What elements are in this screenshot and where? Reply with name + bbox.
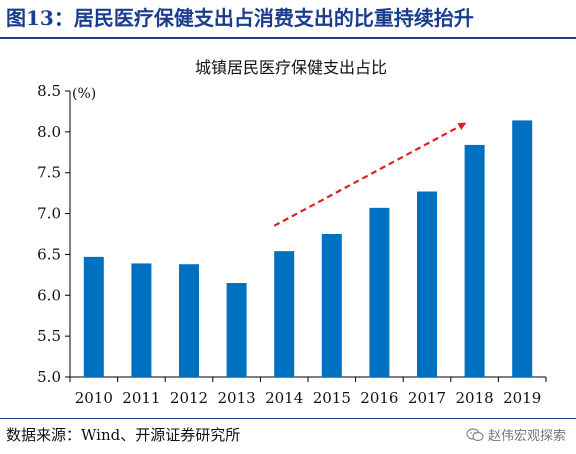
bar-2019 [512,120,533,377]
y-axis: 5.0 5.5 6.0 6.5 7.0 7.5 8.0 8.5 [37,82,71,386]
watermark-text: 赵伟宏观探索 [487,429,566,444]
x-axis: 2010 2011 2012 2013 2014 2015 2016 2017 2018 2019 [69,376,547,407]
bar-2015 [321,234,342,377]
x-tick-label: 2019 [503,389,541,407]
y-tick-label: 8.0 [37,123,61,141]
x-tick-label: 2013 [218,389,256,407]
bar-chart: 城镇居民医疗保健支出占比 (%) 5.0 5.5 6.0 6.5 7.0 7.5 8.0 8.… [37,58,547,407]
x-tick-label: 2016 [360,389,398,407]
y-tick-label: 6.0 [37,286,61,304]
y-tick-label: 7.5 [37,164,61,182]
bar-2017 [417,191,437,377]
x-tick-label: 2018 [456,389,494,407]
y-tick-label: 5.5 [37,327,61,345]
bar-2016 [369,207,390,377]
source-note: 数据来源：Wind、开源证券研究所 [6,426,241,444]
x-tick-label: 2015 [313,389,351,407]
bar-2013 [226,283,247,377]
y-tick-label: 8.5 [37,82,61,100]
x-tick-label: 2014 [265,389,303,407]
y-tick-label: 5.0 [37,368,61,386]
x-tick-label: 2017 [408,389,446,407]
watermark: 赵伟宏观探索 [466,425,566,444]
x-tick-label: 2011 [122,389,160,407]
bar-2014 [274,251,295,377]
figure-title: 图13：居民医疗保健支出占消费支出的比重持续抬升 [6,6,474,30]
footer-divider [0,418,576,419]
chart-title: 城镇居民医疗保健支出占比 [195,58,387,77]
trend-arrow [273,122,467,227]
bar-2018 [464,144,485,377]
title-divider [0,37,576,39]
bar-2012 [179,264,199,377]
bar-2011 [131,263,152,377]
trend-arrow-annotation [273,122,467,227]
wechat-logo-icon [466,427,484,441]
y-axis-unit-label: (%) [72,86,96,102]
y-tick-label: 7.0 [37,205,61,223]
x-tick-label: 2012 [170,389,208,407]
bar-2010 [83,256,104,377]
x-tick-label: 2010 [75,389,113,407]
bar-series [83,120,533,377]
y-tick-label: 6.5 [37,245,61,263]
